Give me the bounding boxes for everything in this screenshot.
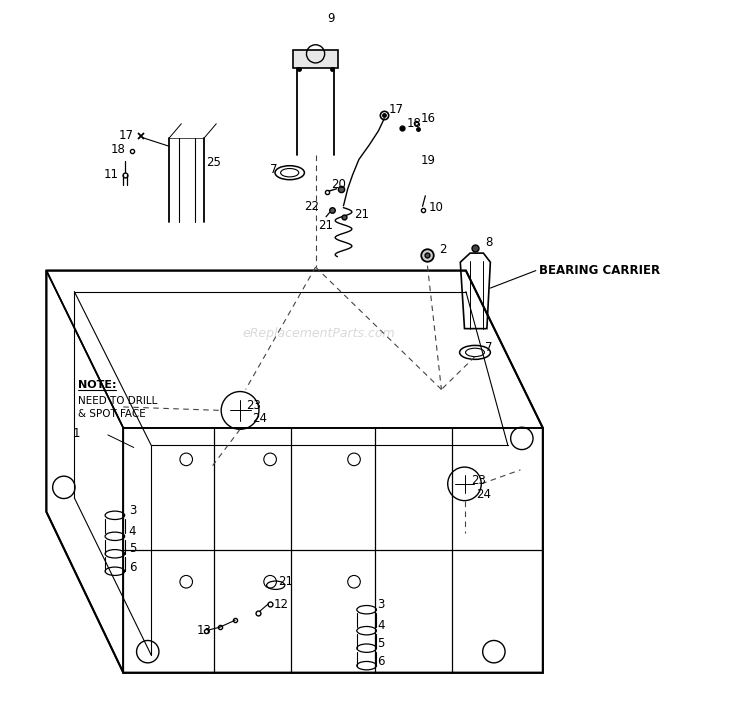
- Text: 18: 18: [110, 143, 125, 156]
- Text: 20: 20: [331, 178, 346, 191]
- Text: 17: 17: [118, 129, 134, 142]
- Text: 2: 2: [440, 243, 447, 256]
- Text: 3: 3: [129, 504, 136, 517]
- Text: 6: 6: [377, 655, 385, 668]
- Text: BEARING CARRIER: BEARING CARRIER: [539, 264, 661, 277]
- Text: 11: 11: [104, 168, 118, 181]
- Text: 4: 4: [129, 525, 136, 538]
- Text: 3: 3: [377, 597, 385, 611]
- Text: 21: 21: [278, 575, 293, 588]
- Text: 16: 16: [422, 112, 436, 126]
- Text: 22: 22: [304, 200, 319, 213]
- Text: eReplacementParts.com: eReplacementParts.com: [243, 327, 395, 340]
- Text: 19: 19: [421, 154, 436, 167]
- Text: 6: 6: [129, 562, 136, 574]
- Text: 25: 25: [206, 156, 220, 168]
- Text: 1: 1: [73, 427, 80, 440]
- Text: 7: 7: [485, 341, 493, 354]
- Bar: [293, 51, 338, 68]
- Text: NOTE:: NOTE:: [78, 380, 116, 390]
- Text: 24: 24: [476, 488, 490, 501]
- Text: 12: 12: [274, 597, 289, 611]
- Text: 18: 18: [406, 117, 422, 131]
- Text: 21: 21: [318, 218, 333, 232]
- Text: 23: 23: [246, 399, 261, 412]
- Text: 8: 8: [485, 236, 493, 249]
- Text: 5: 5: [129, 543, 136, 555]
- Text: 21: 21: [354, 208, 369, 221]
- Text: & SPOT FACE: & SPOT FACE: [78, 409, 146, 419]
- Text: 5: 5: [377, 637, 385, 650]
- Text: 9: 9: [328, 13, 335, 25]
- Text: 24: 24: [252, 412, 267, 425]
- Text: 7: 7: [269, 163, 277, 176]
- Text: 10: 10: [429, 201, 444, 214]
- Text: 13: 13: [196, 624, 211, 637]
- Text: 23: 23: [472, 474, 486, 487]
- Text: 4: 4: [377, 618, 385, 632]
- Text: NEED TO DRILL: NEED TO DRILL: [78, 397, 158, 406]
- Text: 17: 17: [389, 103, 404, 117]
